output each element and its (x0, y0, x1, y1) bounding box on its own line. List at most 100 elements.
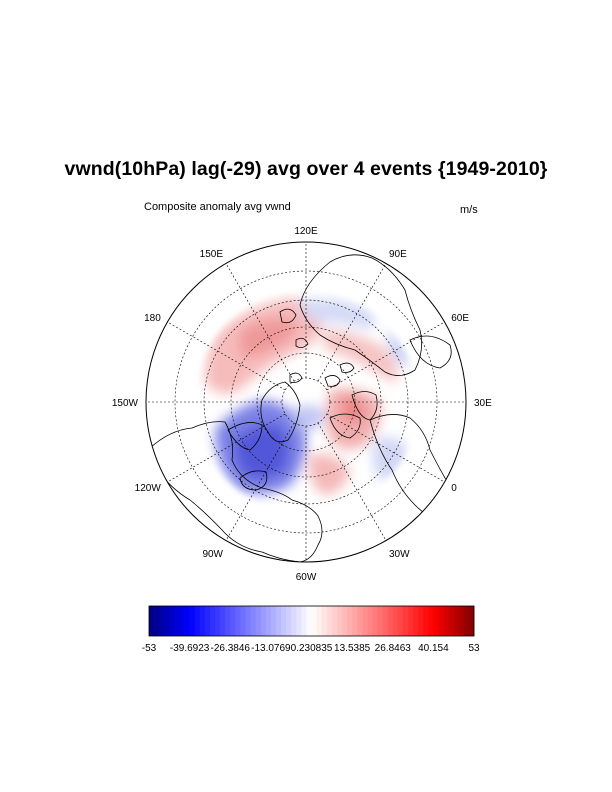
colorbar-box (331, 606, 338, 636)
colorbar-tick-label: -26.3846 (211, 643, 251, 654)
colorbar-tick-label: 40.154 (418, 643, 449, 654)
longitude-label: 150E (200, 249, 224, 260)
colorbar-box (286, 606, 292, 636)
colorbar: -53 -39.6923 -26.3846 -13.0769 0.230835 13.53… (142, 605, 480, 654)
colorbar-box (296, 606, 302, 636)
longitude-label: 60E (451, 313, 469, 324)
colorbar-box (240, 606, 246, 636)
colorbar-box (382, 606, 389, 636)
colorbar-box (281, 606, 287, 636)
colorbar-box (402, 606, 409, 636)
colorbar-box (443, 606, 450, 636)
colorbar-box (326, 606, 333, 636)
colorbar-box (341, 606, 348, 636)
colorbar-box (215, 606, 221, 636)
colorbar-box (413, 606, 419, 636)
colorbar-box (453, 606, 460, 636)
colorbar-box (164, 606, 170, 636)
colorbar-tick-label: 13.5385 (334, 643, 371, 654)
colorbar-box (433, 606, 439, 636)
colorbar-box (149, 606, 155, 636)
meridian-line (167, 413, 286, 483)
longitude-label: 150W (112, 398, 139, 409)
colorbar-box (372, 606, 378, 636)
colorbar-box (316, 606, 323, 636)
colorbar-box (209, 606, 216, 636)
meridian-line (225, 263, 295, 382)
colorbar-box (220, 606, 226, 636)
colorbar-box (179, 606, 185, 636)
units-label: m/s (460, 204, 478, 216)
colorbar-box (438, 606, 444, 636)
colorbar-box (377, 606, 383, 636)
longitude-label: 30W (389, 549, 410, 560)
colorbar-box (428, 606, 434, 636)
colorbar-tick-label: 53 (468, 643, 480, 654)
colorbar-box (306, 606, 312, 636)
longitude-label: 120W (135, 483, 162, 494)
colorbar-box (270, 606, 277, 636)
colorbar-box (255, 606, 262, 636)
colorbar-box (204, 606, 211, 636)
longitude-label: 120E (294, 226, 318, 237)
colorbar-box (463, 606, 470, 636)
coastlines (149, 254, 455, 562)
plot-title: vwnd(10hPa) lag(-29) avg over 4 events {… (64, 158, 548, 180)
colorbar-box (387, 606, 394, 636)
colorbar-box (199, 606, 206, 636)
colorbar-box (184, 606, 191, 636)
colorbar-box (169, 606, 175, 636)
colorbar-box (194, 606, 201, 636)
colorbar-box (468, 606, 475, 636)
colorbar-box (362, 606, 368, 636)
longitude-label: 90W (202, 549, 223, 560)
colorbar-box (225, 606, 231, 636)
colorbar-box (336, 606, 343, 636)
colorbar-box (357, 606, 363, 636)
meridian-line (326, 413, 445, 483)
colorbar-box (311, 606, 317, 636)
meridian-line (167, 321, 286, 391)
colorbar-box (154, 606, 160, 636)
colorbar-box (458, 606, 465, 636)
colorbar-frame (148, 605, 475, 637)
longitude-label: 180 (144, 313, 161, 324)
colorbar-box (189, 606, 196, 636)
longitude-label: 30E (474, 398, 492, 409)
graticule (146, 242, 466, 562)
colorbar-box (275, 606, 282, 636)
colorbar-box (291, 606, 297, 636)
colorbar-box (235, 606, 241, 636)
meridian-line (317, 263, 387, 382)
longitude-label: 90E (389, 249, 407, 260)
meridian-line (225, 422, 295, 541)
colorbar-box (397, 606, 404, 636)
left-subtitle: Composite anomaly avg vwnd (144, 201, 291, 213)
colorbar-box (260, 606, 267, 636)
colorbar-box (367, 606, 373, 636)
colorbar-box (347, 606, 353, 636)
colorbar-box (174, 606, 180, 636)
meridian-line (317, 422, 387, 541)
colorbar-box (245, 606, 251, 636)
colorbar-box (159, 606, 165, 636)
colorbar-tick-label: -39.6923 (170, 643, 210, 654)
colorbar-box (265, 606, 272, 636)
colorbar-box (392, 606, 399, 636)
colorbar-box (418, 606, 424, 636)
colorbar-box (407, 606, 414, 636)
longitude-label: 0 (451, 483, 457, 494)
colorbar-box (352, 606, 358, 636)
colorbar-box (321, 606, 328, 636)
colorbar-box (423, 606, 429, 636)
meridian-line (326, 321, 445, 391)
colorbar-box (230, 606, 236, 636)
colorbar-box (448, 606, 455, 636)
longitude-label: 60W (296, 572, 317, 583)
map-boundary (145, 241, 467, 563)
colorbar-tick-label: 0.230835 (291, 643, 333, 654)
colorbar-tick-label: -13.0769 (251, 643, 291, 654)
colorbar-tick-label: -53 (142, 643, 157, 654)
colorbar-box (301, 606, 307, 636)
